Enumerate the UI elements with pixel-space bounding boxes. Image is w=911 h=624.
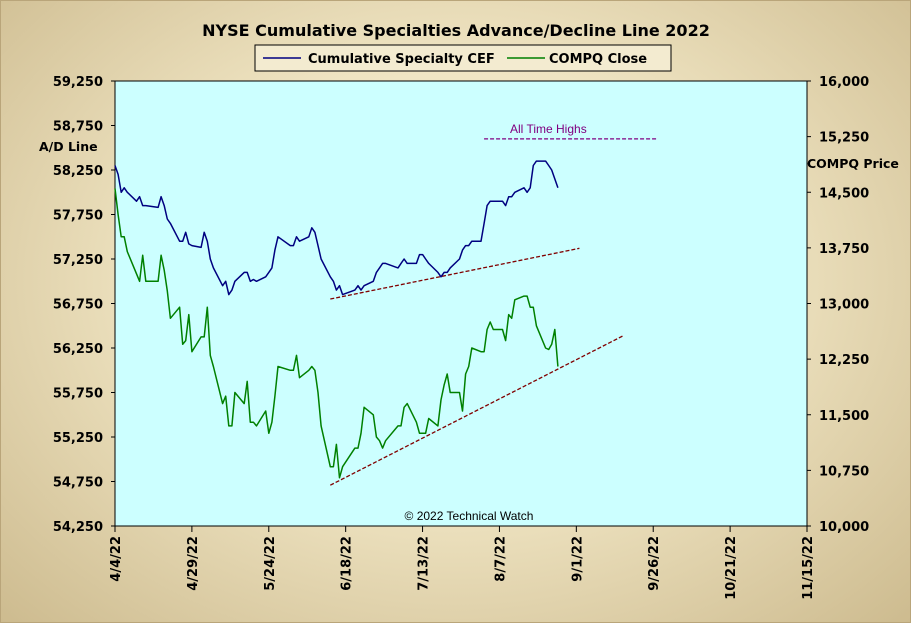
trendline-0 bbox=[330, 247, 580, 300]
y-left-tick-label: 56,750 bbox=[53, 298, 103, 313]
y-left-tick-label: 58,250 bbox=[53, 164, 103, 179]
y-right-tick-label: 11,500 bbox=[819, 409, 869, 424]
y-right-tick-label: 15,250 bbox=[819, 131, 869, 146]
y-axis-left: 59,250 58,750 58,250 57,750 57,250 56,750 56,2… bbox=[53, 75, 115, 535]
plot-area bbox=[114, 80, 808, 527]
x-tick-label: 7/13/22 bbox=[417, 536, 432, 591]
x-tick-label: 5/24/22 bbox=[263, 536, 278, 591]
copyright-text: © 2022 Technical Watch bbox=[405, 509, 534, 523]
y-left-tick-label: 55,250 bbox=[53, 431, 103, 446]
y-axis-left-label: A/D Line bbox=[39, 139, 98, 154]
y-right-tick-label: 13,000 bbox=[819, 298, 869, 313]
y-right-tick-label: 14,500 bbox=[819, 186, 869, 201]
y-right-tick-label: 10,000 bbox=[819, 520, 869, 535]
x-tick-label: 10/21/22 bbox=[724, 536, 739, 600]
legend: Cumulative Specialty CEF COMPQ Close bbox=[254, 44, 672, 72]
x-tick-label: 9/26/22 bbox=[647, 536, 662, 591]
x-tick-label: 9/1/22 bbox=[570, 536, 585, 582]
trendline-1 bbox=[329, 335, 623, 486]
y-right-tick-label: 13,750 bbox=[819, 242, 869, 257]
y-left-tick-label: 59,250 bbox=[53, 75, 103, 90]
y-left-tick-label: 56,250 bbox=[53, 342, 103, 357]
y-right-tick-label: 10,750 bbox=[819, 464, 869, 479]
series-line-cef bbox=[114, 160, 559, 296]
y-left-tick-label: 58,750 bbox=[53, 120, 103, 135]
trendlines bbox=[329, 138, 657, 486]
y-left-tick-label: 54,750 bbox=[53, 476, 103, 491]
y-right-tick-label: 12,250 bbox=[819, 353, 869, 368]
legend-label-cef: Cumulative Specialty CEF bbox=[308, 52, 495, 67]
y-axis-right: 16,000 15,250 14,500 13,750 13,000 12,250 11,5… bbox=[807, 75, 869, 535]
y-left-tick-label: 54,250 bbox=[53, 520, 103, 535]
series-line-compq bbox=[114, 188, 559, 479]
x-tick-label: 4/4/22 bbox=[109, 536, 124, 582]
x-tick-label: 6/18/22 bbox=[340, 536, 355, 591]
x-tick-label: 11/15/22 bbox=[801, 536, 816, 600]
legend-box bbox=[254, 44, 672, 72]
chart-title: NYSE Cumulative Specialties Advance/Decl… bbox=[202, 21, 710, 40]
y-left-tick-label: 57,750 bbox=[53, 209, 103, 224]
y-left-tick-label: 57,250 bbox=[53, 253, 103, 268]
x-tick-label: 4/29/22 bbox=[186, 536, 201, 591]
y-axis-right-label: COMPQ Price bbox=[807, 156, 899, 171]
legend-label-compq: COMPQ Close bbox=[549, 52, 647, 67]
x-tick-label: 8/7/22 bbox=[493, 536, 508, 582]
y-left-tick-label: 55,750 bbox=[53, 387, 103, 402]
y-right-tick-label: 16,000 bbox=[819, 75, 869, 90]
all-time-highs-label: All Time Highs bbox=[510, 122, 587, 136]
x-axis: 4/4/22 4/29/22 5/24/22 6/18/22 7/13/22 8/7/22… bbox=[109, 526, 816, 600]
series bbox=[114, 160, 559, 479]
